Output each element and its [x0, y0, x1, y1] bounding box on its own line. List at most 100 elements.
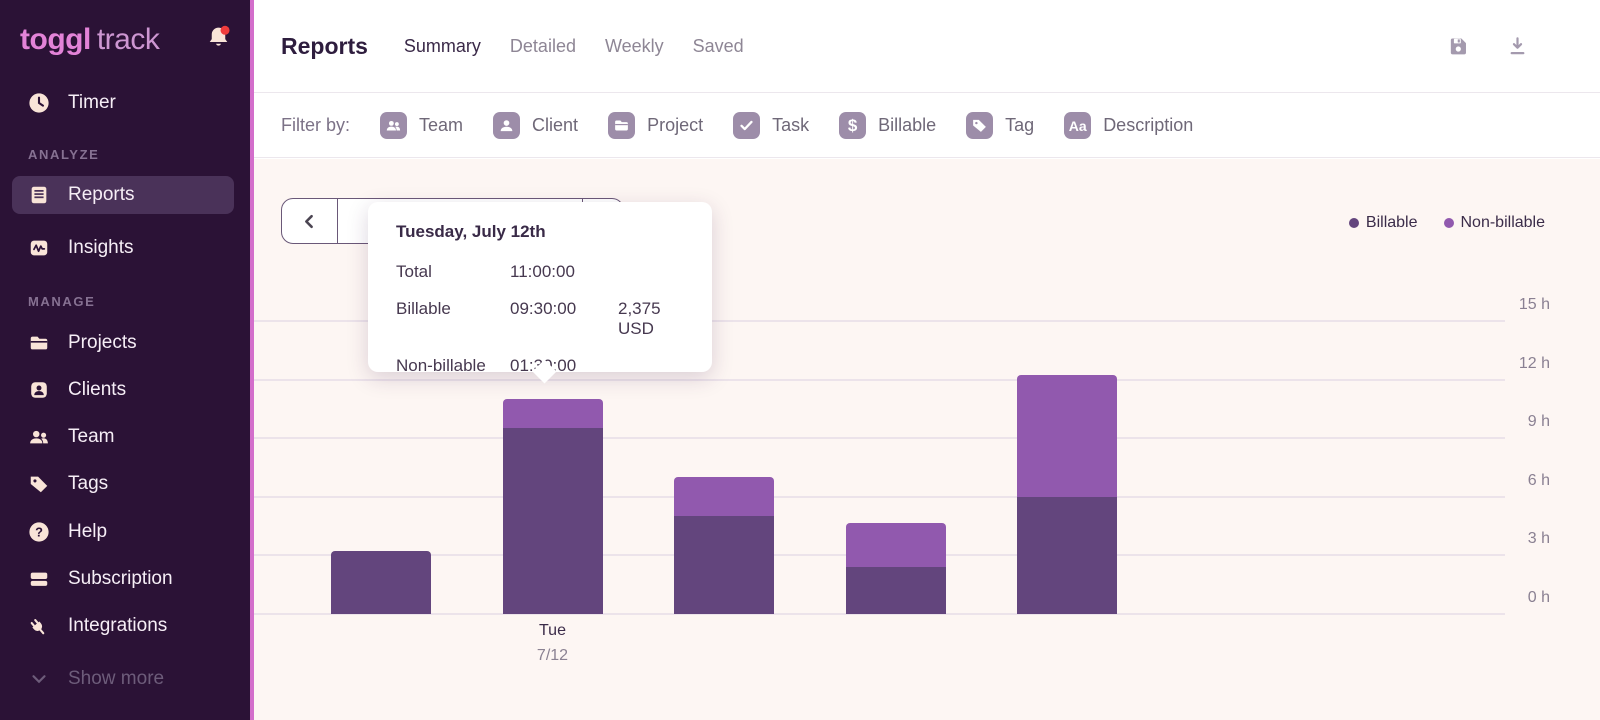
filter-bar: Filter by: Team Client Project: [254, 94, 1600, 158]
filter-client[interactable]: Client: [493, 112, 578, 139]
legend-billable[interactable]: Billable: [1348, 214, 1418, 232]
tab-summary[interactable]: Summary: [403, 35, 481, 56]
bar-segment-non-billable[interactable]: [502, 399, 603, 429]
sidebar-item-label: Subscription: [68, 568, 173, 589]
folder-icon: [30, 336, 48, 350]
sidebar-item-reports[interactable]: Reports: [12, 176, 234, 214]
filter-project[interactable]: Project: [608, 112, 703, 139]
filter-chip-label: Task: [772, 115, 810, 135]
tab-saved[interactable]: Saved: [692, 35, 744, 56]
client-icon: [493, 112, 521, 139]
task-check-icon: [733, 112, 761, 139]
main-area: Reports Summary Detailed Weekly Saved Fi…: [254, 0, 1600, 720]
sidebar-item-team[interactable]: Team: [0, 418, 246, 456]
clock-icon: [29, 93, 49, 113]
subscription-card-icon: [30, 572, 48, 586]
sidebar-item-label: Team: [68, 426, 115, 447]
y-axis-label: 0 h: [1527, 589, 1550, 606]
sidebar-item-label: Timer: [68, 92, 116, 113]
insights-icon: [30, 240, 48, 256]
header: Reports Summary Detailed Weekly Saved: [254, 0, 1600, 93]
filter-chip-label: Description: [1103, 115, 1194, 135]
filter-task[interactable]: Task: [733, 112, 809, 139]
tooltip-row-amount: [618, 262, 684, 282]
tab-weekly[interactable]: Weekly: [604, 35, 664, 56]
help-icon: ?: [29, 522, 49, 542]
filter-tag[interactable]: Tag: [966, 112, 1034, 139]
chart-legend: Billable Non-billable: [1348, 214, 1546, 232]
sidebar-item-label: Show more: [68, 668, 165, 689]
sidebar-item-show-more[interactable]: Show more: [0, 660, 246, 698]
sidebar-item-label: Help: [68, 521, 108, 542]
x-axis-label: Tue 7/12: [503, 614, 603, 665]
section-analyze: ANALYZE: [28, 147, 100, 162]
bar-segment-billable[interactable]: [1017, 496, 1117, 614]
sidebar-item-label: Tags: [68, 473, 109, 494]
bar-segment-billable[interactable]: [331, 550, 431, 614]
filter-by-label: Filter by:: [281, 115, 351, 135]
toggl-track-logo[interactable]: toggl track: [20, 23, 160, 57]
filter-chip-label: Project: [647, 115, 704, 135]
download-icon[interactable]: [1506, 35, 1529, 58]
y-axis-label: 9 h: [1527, 413, 1550, 431]
logo-toggl: toggl: [20, 23, 91, 56]
tooltip-date-title: Tuesday, July 12th: [396, 222, 546, 241]
chevron-left-icon: [305, 214, 313, 228]
legend-label: Non-billable: [1460, 214, 1546, 231]
team-icon: [30, 430, 48, 444]
tooltip-row-label: Non-billable: [396, 356, 486, 375]
tooltip-row-time: 09:30:00: [510, 299, 577, 318]
gridline: [254, 613, 1505, 615]
tooltip-row-amount: [618, 356, 684, 376]
sidebar-item-insights[interactable]: Insights: [0, 229, 246, 267]
x-label-day: Tue: [539, 622, 566, 639]
bar-segment-non-billable[interactable]: [674, 477, 774, 517]
bar-segment-billable[interactable]: [674, 516, 774, 614]
sidebar-item-label: Clients: [68, 379, 127, 400]
bar-segment-non-billable[interactable]: [1017, 374, 1117, 497]
team-icon: [380, 112, 408, 139]
filter-chip-label: Client: [532, 115, 579, 135]
description-aa-icon: Aa: [1064, 112, 1092, 139]
billable-dollar-icon: $: [839, 112, 867, 139]
sidebar-item-subscription[interactable]: Subscription: [0, 560, 246, 598]
sidebar-item-clients[interactable]: Clients: [0, 371, 246, 409]
billable-dot: [1348, 218, 1359, 228]
tooltip-row-time: 01:30:00: [510, 356, 618, 376]
sidebar-item-label: Projects: [68, 332, 137, 353]
bar-chart: 0 h 3 h 6 h 9 h 12 h 15 h Tue 7/12: [254, 159, 1600, 720]
y-axis-label: 3 h: [1527, 530, 1550, 548]
filter-team[interactable]: Team: [380, 112, 463, 139]
client-badge-icon: [31, 382, 47, 398]
sidebar: toggl track Timer ANALYZE Reports: [0, 0, 254, 720]
y-axis-label: 15 h: [1518, 296, 1550, 314]
filter-description[interactable]: Aa Description: [1064, 112, 1193, 139]
legend-non-billable[interactable]: Non-billable: [1443, 214, 1546, 232]
gridline: [254, 437, 1505, 440]
bar-segment-billable[interactable]: [502, 428, 603, 614]
bar-segment-billable[interactable]: [845, 567, 946, 614]
gridline: [254, 320, 1505, 323]
sidebar-item-integrations[interactable]: Integrations: [0, 607, 246, 645]
prev-period-button[interactable]: [282, 199, 338, 243]
tab-detailed[interactable]: Detailed: [509, 35, 576, 56]
sidebar-item-help[interactable]: ? Help: [0, 513, 246, 551]
gridline: [254, 378, 1505, 381]
save-report-icon[interactable]: [1447, 35, 1470, 58]
sidebar-item-tags[interactable]: Tags: [0, 465, 246, 503]
sidebar-item-timer[interactable]: Timer: [0, 84, 246, 122]
bar-segment-non-billable[interactable]: [845, 523, 946, 568]
filter-chip-label: Team: [419, 115, 464, 135]
page-title: Reports: [281, 32, 368, 59]
logo-track: track: [96, 23, 160, 56]
report-tabs: Summary Detailed Weekly Saved: [404, 30, 744, 63]
plug-icon: [30, 619, 45, 635]
sidebar-item-projects[interactable]: Projects: [0, 324, 246, 362]
notification-bell-icon[interactable]: [205, 24, 232, 56]
project-icon: [608, 112, 636, 139]
filter-billable[interactable]: $ Billable: [839, 112, 936, 139]
sidebar-item-label: Reports: [68, 184, 135, 205]
gridline: [254, 495, 1505, 498]
tag-icon: [30, 476, 48, 493]
filter-chip-label: Billable: [878, 115, 937, 135]
